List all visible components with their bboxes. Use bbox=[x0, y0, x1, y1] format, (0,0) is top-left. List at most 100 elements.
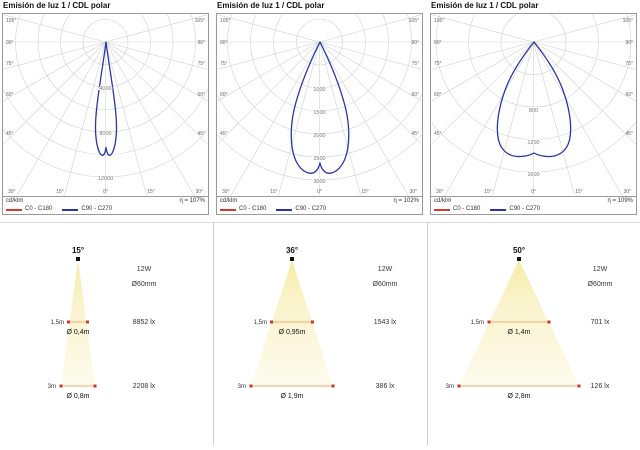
beam-angle-label: 15° bbox=[72, 246, 84, 255]
intensity-curve-c90 bbox=[496, 41, 572, 158]
spot-diameter-label: Ø 0,4m bbox=[67, 329, 90, 336]
angle-label: 30° bbox=[222, 189, 230, 195]
legend-c90-label: C90 - C270 bbox=[81, 206, 113, 212]
chart-title: Emisión de luz 1 / CDL polar bbox=[3, 1, 111, 10]
angle-label: 45° bbox=[411, 131, 419, 137]
angle-label: 30° bbox=[436, 189, 444, 195]
ring-label: 1600 bbox=[527, 172, 539, 178]
angle-label: 15° bbox=[270, 189, 278, 195]
angle-label: 75° bbox=[625, 61, 633, 67]
intensity-curve-c90 bbox=[290, 41, 350, 174]
angle-label: 45° bbox=[197, 131, 205, 137]
angle-label: 60° bbox=[6, 92, 14, 98]
angle-label: 60° bbox=[625, 92, 633, 98]
angle-label: 105° bbox=[409, 18, 419, 24]
angle-label: 30° bbox=[8, 189, 16, 195]
angle-label: 15° bbox=[147, 189, 155, 195]
angle-label: 90° bbox=[220, 40, 228, 46]
ring-label: 1000 bbox=[313, 87, 325, 93]
beam-cone-panel-1: 15° 1,5m 3m Ø 0,4m Ø 0,8m 12W Ø60mm 8852… bbox=[0, 223, 213, 445]
c90-line-swatch bbox=[276, 208, 293, 211]
polar-chart-area: 800 1200 1600 105° 90° 75° 60° 45° 105° … bbox=[430, 13, 637, 215]
measure-dot bbox=[331, 384, 335, 388]
ring-label: 12000 bbox=[98, 176, 113, 182]
column-divider bbox=[427, 222, 428, 445]
legend-c0-label: C0 - C180 bbox=[25, 206, 53, 212]
efficiency-label: η = 107% bbox=[179, 198, 205, 204]
angle-label: 45° bbox=[625, 131, 633, 137]
unit-label: cd/klm bbox=[6, 198, 24, 204]
measure-dot bbox=[547, 320, 551, 324]
spot-diameter-label: Ø 0,95m bbox=[279, 329, 306, 336]
measure-dot bbox=[86, 320, 89, 324]
section-divider bbox=[0, 222, 640, 223]
chart-title: Emisión de luz 1 / CDL polar bbox=[217, 1, 325, 10]
angle-label: 0° bbox=[317, 189, 322, 195]
efficiency-label: η = 102% bbox=[393, 198, 419, 204]
spot-diameter-label: Ø 1,9m bbox=[281, 393, 304, 400]
angle-label: 15° bbox=[484, 189, 492, 195]
angle-label: 0° bbox=[103, 189, 108, 195]
power-label: 12W bbox=[593, 266, 608, 273]
legend-c0-label: C0 - C180 bbox=[239, 206, 267, 212]
angle-label: 30° bbox=[195, 189, 203, 195]
power-label: 12W bbox=[137, 266, 152, 273]
luminaire-marker bbox=[290, 257, 294, 261]
polar-diagram-wide-beam: 800 1200 1600 105° 90° 75° 60° 45° 105° … bbox=[431, 14, 636, 196]
luminaire-marker bbox=[76, 257, 80, 261]
illuminance-label: 701 lx bbox=[591, 319, 610, 326]
beam-cone-diagram: 15° 1,5m 3m Ø 0,4m Ø 0,8m 12W Ø60mm 8852… bbox=[48, 246, 157, 400]
fixture-diameter-label: Ø60mm bbox=[132, 281, 157, 288]
angle-label: 60° bbox=[197, 92, 205, 98]
illuminance-label: 8852 lx bbox=[133, 319, 156, 326]
measure-dot bbox=[577, 384, 581, 388]
distance-label: 1,5m bbox=[254, 320, 267, 326]
angle-label: 30° bbox=[409, 189, 417, 195]
angle-label: 60° bbox=[411, 92, 419, 98]
angle-label: 90° bbox=[197, 40, 205, 46]
intensity-curve-c90 bbox=[94, 41, 118, 156]
ring-label: 1500 bbox=[313, 110, 325, 116]
measure-dot bbox=[249, 384, 253, 388]
angle-label: 60° bbox=[220, 92, 228, 98]
angle-label: 15° bbox=[56, 189, 64, 195]
angle-label: 60° bbox=[434, 92, 442, 98]
c0-line-swatch bbox=[6, 208, 22, 211]
measure-dot bbox=[311, 320, 314, 324]
polar-chart-panel-3: Emisión de luz 1 / CDL polar 800 1200 16… bbox=[430, 0, 637, 216]
beam-cone-diagram: 50° 1,5m 3m Ø 1,4m Ø 2,8m 12W Ø60mm 701 … bbox=[446, 246, 613, 400]
angle-label: 45° bbox=[220, 131, 228, 137]
luminaire-marker bbox=[517, 257, 521, 261]
chart-legend: cd/klm η = 107% C0 - C180 C90 - C270 bbox=[3, 196, 208, 214]
beam-cone-diagram: 36° 1,5m 3m Ø 0,95m Ø 1,9m 12W Ø60mm 154… bbox=[238, 246, 398, 400]
angle-label: 105° bbox=[434, 18, 444, 24]
distance-label: 3m bbox=[48, 384, 56, 390]
ring-label: 800 bbox=[529, 108, 538, 114]
spot-diameter-label: Ø 0,8m bbox=[67, 393, 90, 400]
ring-label: 4000 bbox=[99, 86, 111, 92]
polar-diagram-narrow-beam: 4000 8000 12000 105° 90° 75° 60° 45° 105… bbox=[3, 14, 208, 196]
polar-grid bbox=[431, 14, 636, 196]
illuminance-label: 126 lx bbox=[591, 383, 610, 390]
unit-label: cd/klm bbox=[220, 198, 238, 204]
beam-cone-panel-2: 36° 1,5m 3m Ø 0,95m Ø 1,9m 12W Ø60mm 154… bbox=[214, 223, 427, 445]
c0-line-swatch bbox=[434, 208, 450, 211]
angle-label: 45° bbox=[434, 131, 442, 137]
distance-label: 1,5m bbox=[471, 320, 484, 326]
beam-cone-panel-3: 50° 1,5m 3m Ø 1,4m Ø 2,8m 12W Ø60mm 701 … bbox=[427, 223, 640, 445]
c0-line-swatch bbox=[220, 208, 236, 211]
ring-label: 1200 bbox=[527, 140, 539, 146]
angle-label: 0° bbox=[531, 189, 536, 195]
legend-c90-label: C90 - C270 bbox=[509, 206, 541, 212]
angle-label: 75° bbox=[411, 61, 419, 67]
polar-chart-area: 4000 8000 12000 105° 90° 75° 60° 45° 105… bbox=[2, 13, 209, 215]
chart-legend: cd/klm η = 102% C0 - C180 C90 - C270 bbox=[217, 196, 422, 214]
power-label: 12W bbox=[378, 266, 393, 273]
polar-grid bbox=[217, 14, 422, 196]
angle-label: 90° bbox=[411, 40, 419, 46]
measure-dot bbox=[487, 320, 491, 324]
legend-c90-label: C90 - C270 bbox=[295, 206, 327, 212]
beam-angle-label: 36° bbox=[286, 246, 298, 255]
distance-label: 3m bbox=[238, 384, 246, 390]
angle-label: 105° bbox=[195, 18, 205, 24]
